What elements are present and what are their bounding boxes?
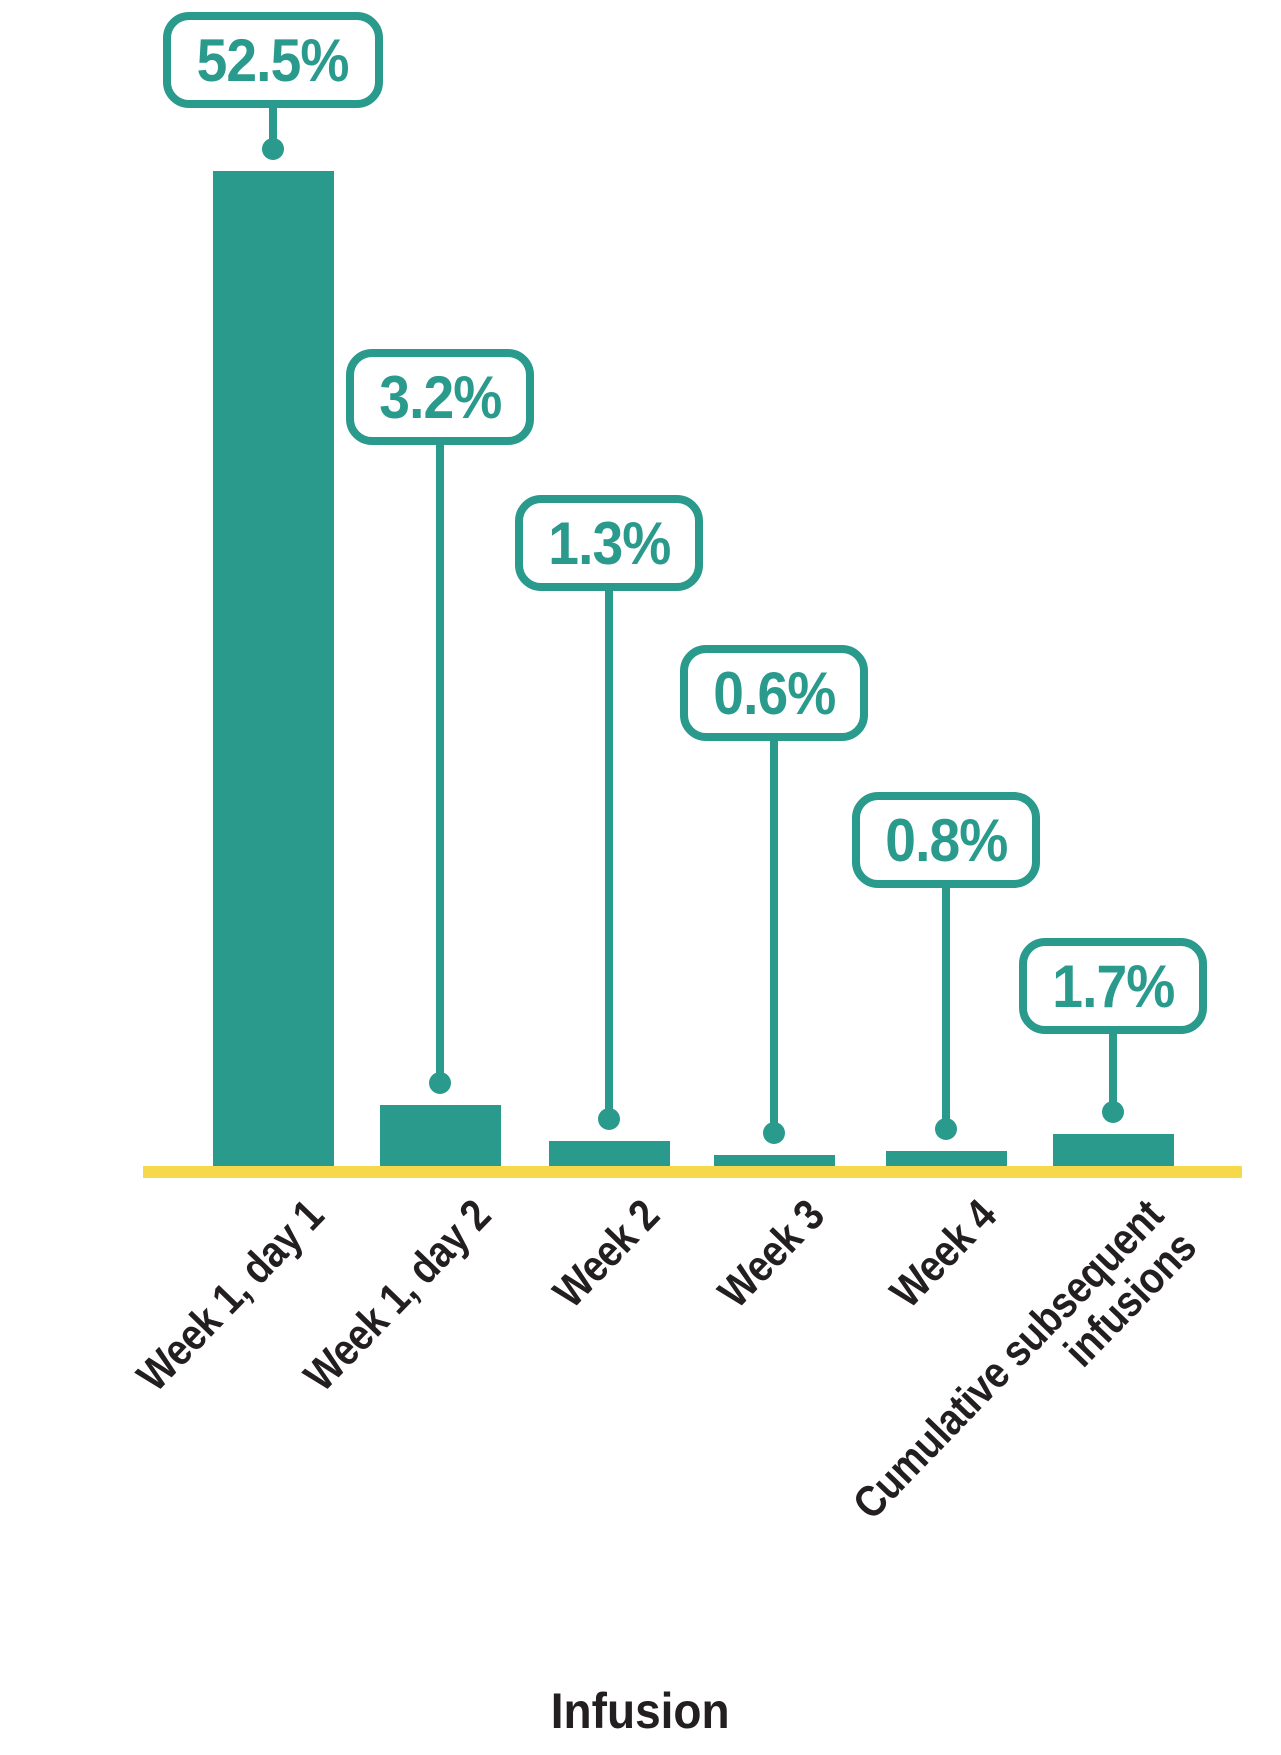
bar-week-1-day-2 <box>379 1105 501 1166</box>
callout-connector-line-week-2 <box>605 591 613 1119</box>
x-tick-label-week-3: Week 3 <box>709 1190 834 1318</box>
bar-week-3 <box>713 1155 835 1166</box>
value-callout-week-1-day-1: 52.5% <box>163 12 383 108</box>
value-callout-week-4: 0.8% <box>852 792 1040 888</box>
x-tick-label-week-2: Week 2 <box>544 1190 669 1318</box>
x-tick-label-week-4: Week 4 <box>881 1190 1006 1318</box>
value-label-week-3: 0.6% <box>712 659 836 727</box>
callout-connector-line-week-1-day-2 <box>436 445 444 1083</box>
bar-week-1-day-1 <box>212 171 334 1166</box>
callout-connector-line-cumulative-subsequent-infusions <box>1109 1034 1117 1112</box>
callout-connector-line-week-4 <box>942 888 950 1129</box>
value-label-week-1-day-2: 3.2% <box>378 363 502 431</box>
value-label-cumulative-subsequent-infusions: 1.7% <box>1051 952 1175 1020</box>
callout-dot-cumulative-subsequent-infusions <box>1102 1101 1124 1123</box>
x-axis-title: Infusion <box>0 1682 1281 1740</box>
x-tick-label-cumulative-subsequent-infusions: Cumulative subsequent infusions <box>843 1190 1206 1529</box>
value-callout-week-1-day-2: 3.2% <box>346 349 534 445</box>
callout-dot-week-4 <box>935 1118 957 1140</box>
bar-week-2 <box>548 1141 670 1166</box>
callout-dot-week-3 <box>763 1122 785 1144</box>
bar-cumulative-subsequent-infusions <box>1052 1134 1174 1166</box>
x-axis-line <box>143 1166 1242 1178</box>
callout-dot-week-2 <box>598 1108 620 1130</box>
x-axis-title-text: Infusion <box>551 1683 730 1739</box>
callout-dot-week-1-day-1 <box>262 138 284 160</box>
value-callout-week-3: 0.6% <box>680 645 868 741</box>
value-label-week-2: 1.3% <box>547 509 671 577</box>
callout-connector-line-week-3 <box>770 741 778 1133</box>
value-callout-cumulative-subsequent-infusions: 1.7% <box>1019 938 1207 1034</box>
callout-connector-line-week-1-day-1 <box>269 108 277 149</box>
value-label-week-4: 0.8% <box>884 806 1008 874</box>
bar-week-4 <box>885 1151 1007 1166</box>
value-label-week-1-day-1: 52.5% <box>197 26 350 94</box>
callout-dot-week-1-day-2 <box>429 1072 451 1094</box>
value-callout-week-2: 1.3% <box>515 495 703 591</box>
